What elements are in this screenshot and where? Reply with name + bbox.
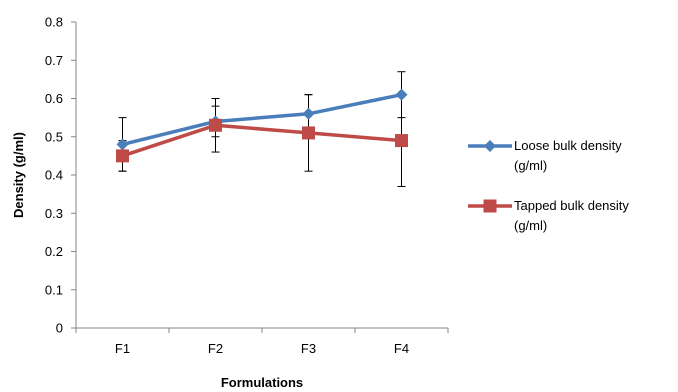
x-tick-label: F2 [208, 341, 223, 356]
data-point [116, 138, 129, 151]
legend-label: (g/ml) [514, 218, 547, 233]
y-tick-label: 0.4 [45, 168, 63, 183]
data-point [302, 107, 315, 120]
data-point [395, 88, 408, 101]
series-line-2 [121, 123, 402, 158]
data-point [116, 149, 129, 163]
y-tick-label: 0.2 [45, 244, 63, 259]
y-tick-label: 0.1 [45, 282, 63, 297]
y-tick-label: 0.3 [45, 206, 63, 221]
data-point [302, 126, 315, 140]
data-point [395, 134, 408, 148]
x-axis-title: Formulations [221, 375, 303, 390]
y-tick-label: 0.7 [45, 53, 63, 68]
y-tick-label: 0.5 [45, 129, 63, 144]
legend-label: Loose bulk density [514, 138, 622, 153]
legend-item: Loose bulk density (g/ml) [468, 138, 622, 173]
chart-legend: Loose bulk density(g/ml)Tapped bulk dens… [468, 138, 629, 233]
legend-item: Tapped bulk density (g/ml) [468, 198, 629, 233]
legend-label: (g/ml) [514, 158, 547, 173]
y-tick-label: 0.6 [45, 91, 63, 106]
series-group [116, 88, 408, 163]
series-line-1 [122, 92, 402, 147]
y-tick-group: 0 0.1 0.2 0.3 0.4 0.5 0.6 0.7 0.8 [45, 15, 76, 336]
data-point [209, 118, 222, 132]
legend-marker [483, 199, 497, 213]
x-tick-label: F4 [394, 341, 409, 356]
legend-marker [484, 140, 496, 152]
x-tick-label: F3 [301, 341, 316, 356]
legend-label: Tapped bulk density [514, 198, 629, 213]
y-axis-title: Density (g/ml) [11, 132, 26, 218]
y-tick-label: 0.8 [45, 15, 63, 30]
x-tick-group: F1 F2 F3 F4 [75, 328, 449, 356]
chart-axes [75, 22, 448, 329]
x-tick-label: F1 [115, 341, 130, 356]
y-tick-label: 0 [56, 321, 63, 336]
